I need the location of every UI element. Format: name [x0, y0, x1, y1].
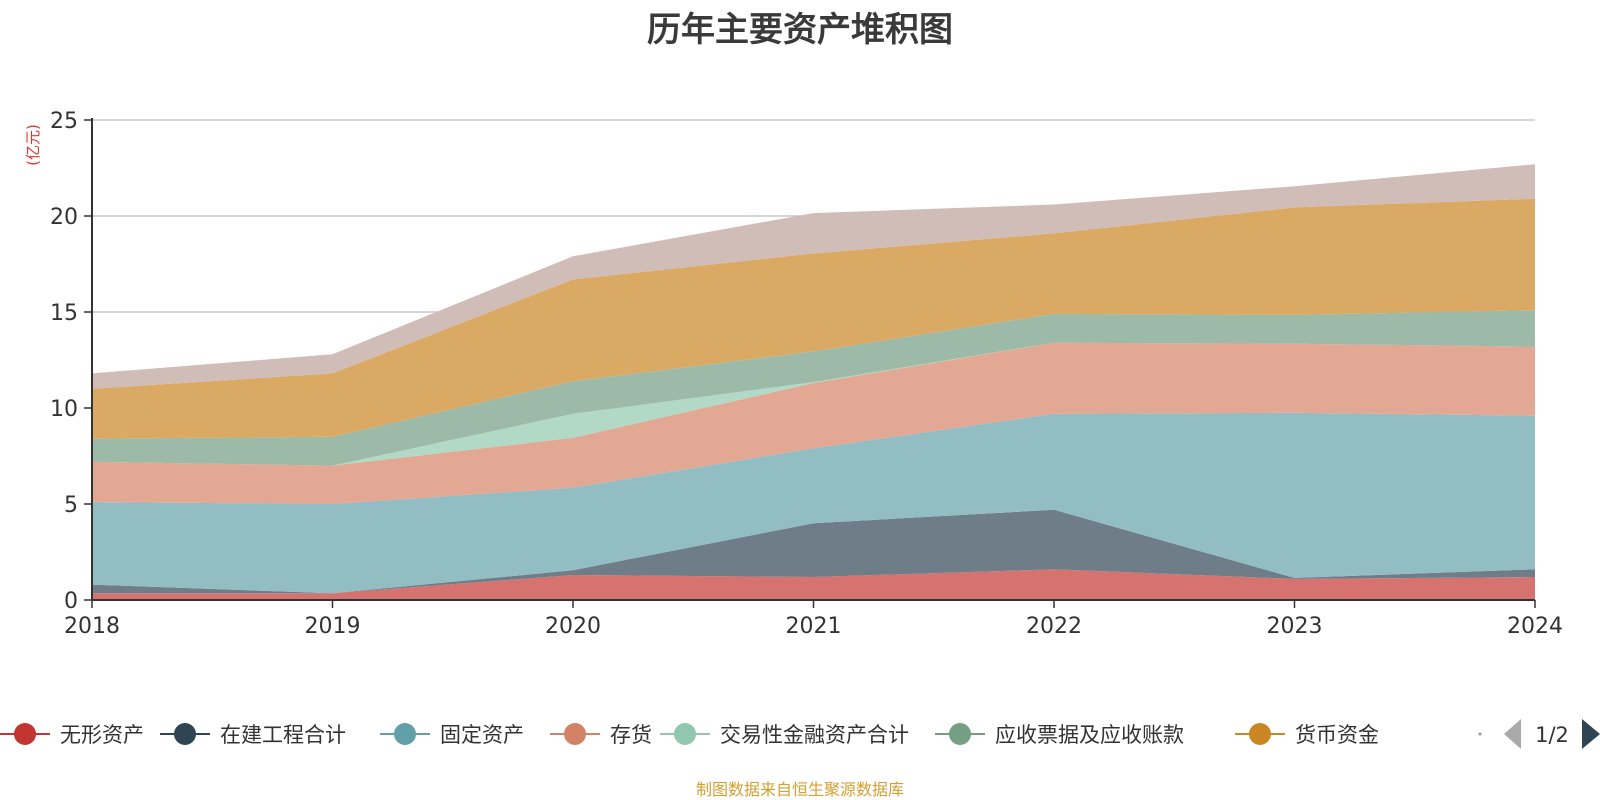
axes: 0 5 10 15 20 25 2018 2019 2020 2021 2022 2023 2024: [50, 109, 1563, 639]
x-tick-label-2022: 2022: [1026, 614, 1082, 639]
legend-prev-page-icon[interactable]: [1504, 719, 1521, 749]
legend-item-2[interactable]: 固定资产: [380, 723, 524, 747]
x-tick-label-2021: 2021: [786, 614, 842, 639]
legend-item-4[interactable]: 交易性金融资产合计: [660, 723, 909, 747]
legend-item-3[interactable]: 存货: [550, 723, 652, 747]
legend-item-1[interactable]: 在建工程合计: [160, 723, 346, 747]
legend-label-0: 无形资产: [60, 723, 144, 747]
area-series-6: [92, 198, 1535, 439]
legend-label-1: 在建工程合计: [220, 723, 346, 747]
legend-label-4: 交易性金融资产合计: [720, 723, 909, 747]
area-series-group: [92, 164, 1535, 600]
legend: 无形资产 在建工程合计 固定资产 存货 交易性金融资产合计 应收票据及应收账款 货币资金 1/…: [0, 719, 1600, 749]
y-tick-label-20: 20: [50, 205, 78, 230]
x-tick-label-2020: 2020: [545, 614, 601, 639]
legend-marker-6: [1249, 723, 1271, 745]
x-tick-label-2023: 2023: [1267, 614, 1323, 639]
x-tick-label-2018: 2018: [64, 614, 120, 639]
legend-label-2: 固定资产: [440, 723, 524, 747]
legend-label-6: 货币资金: [1295, 723, 1379, 747]
legend-label-3: 存货: [610, 723, 652, 747]
legend-item-0[interactable]: 无形资产: [0, 723, 144, 747]
legend-marker-4: [674, 723, 696, 745]
area-series-5: [92, 310, 1535, 466]
legend-marker-5: [949, 723, 971, 745]
legend-page-indicator: 1/2: [1535, 723, 1569, 747]
legend-marker-2: [394, 723, 416, 745]
data-source-note: 制图数据来自恒生聚源数据库: [695, 780, 904, 799]
area-series-1: [92, 509, 1535, 594]
y-tick-label-5: 5: [64, 493, 78, 518]
x-tick-label-2019: 2019: [305, 614, 361, 639]
y-tick-label-10: 10: [50, 397, 78, 422]
area-series-2: [92, 412, 1535, 594]
chart-title: 历年主要资产堆积图: [647, 10, 953, 50]
y-tick-label-25: 25: [50, 109, 78, 134]
area-series-3: [92, 342, 1535, 504]
legend-marker-1: [174, 723, 196, 745]
y-axis-unit-label: (亿元): [24, 124, 42, 166]
legend-next-page-icon[interactable]: [1582, 719, 1600, 749]
legend-overflow-dot: [1478, 732, 1482, 736]
legend-item-5[interactable]: 应收票据及应收账款: [935, 723, 1184, 747]
y-tick-label-15: 15: [50, 301, 78, 326]
y-tick-label-0: 0: [64, 589, 78, 614]
area-series-7: [92, 164, 1535, 389]
legend-marker-3: [564, 723, 586, 745]
legend-marker-0: [14, 723, 36, 745]
area-series-0: [92, 569, 1535, 600]
legend-item-6[interactable]: 货币资金: [1235, 723, 1379, 747]
x-tick-label-2024: 2024: [1507, 614, 1563, 639]
legend-label-5: 应收票据及应收账款: [995, 723, 1184, 747]
